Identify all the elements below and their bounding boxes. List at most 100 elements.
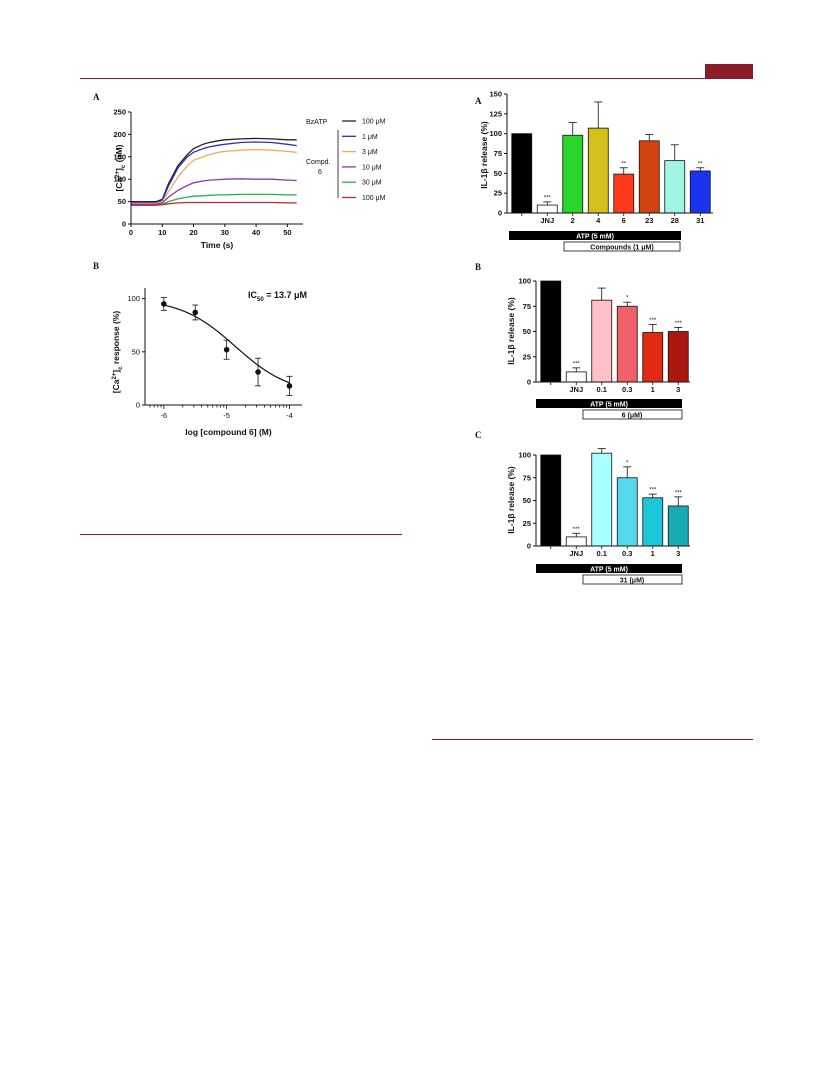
compound-bar-b <box>582 409 683 420</box>
y-tick-label: 75 <box>494 149 502 158</box>
bar <box>587 101 609 214</box>
y-tick-label: 25 <box>523 519 531 528</box>
x-axis-label: log [compound 6] (M) <box>185 427 272 437</box>
x-tick-label: -4 <box>286 411 293 420</box>
left-column-rule <box>80 534 402 535</box>
y-axis-label-c: IL-1β release (%) <box>506 466 516 534</box>
y-tick-label: 150 <box>113 152 126 161</box>
bar <box>667 496 689 547</box>
data-point <box>286 375 293 396</box>
x-tick-label: 20 <box>189 228 197 237</box>
bar <box>511 133 533 214</box>
y-axis-label-b: IL-1β release (%) <box>506 297 516 365</box>
y-tick-label: 200 <box>113 130 126 139</box>
bar <box>613 167 635 214</box>
significance-label: *** <box>573 527 581 533</box>
bar <box>616 301 638 383</box>
x-tick-label: 6 <box>622 216 626 225</box>
y-tick-label: 50 <box>118 197 126 206</box>
bar <box>642 324 664 383</box>
significance-label: *** <box>675 321 683 327</box>
header-rule <box>80 78 753 79</box>
series-line-5 <box>131 201 297 206</box>
x-tick-label: 3 <box>676 549 680 558</box>
ic50-annotation: IC50 = 13.7 μM <box>248 290 307 303</box>
panel-a-label: A <box>93 92 100 102</box>
y-tick-label: 50 <box>523 327 531 336</box>
y-tick-label: 0 <box>122 220 126 229</box>
legend-entry-5: 100 μM <box>362 195 386 202</box>
y-tick-label: 100 <box>489 129 502 138</box>
significance-label: * <box>626 460 629 466</box>
x-tick-label: -6 <box>161 411 168 420</box>
y-tick-label: 125 <box>489 109 502 118</box>
compound-bar-c-label: 31 (μM) <box>620 578 645 585</box>
x-axis-label: Time (s) <box>201 240 234 250</box>
x-tick-label: 0 <box>129 228 133 237</box>
right-column-rule <box>432 739 753 740</box>
x-tick-label: 0.3 <box>622 385 632 394</box>
legend: BzATP Compd. 6 100 μM 1 μM 3 μM 10 μM 30 μM 1… <box>306 119 386 203</box>
significance-label: *** <box>544 195 552 201</box>
bar <box>638 134 660 214</box>
x-tick-label: 30 <box>221 228 229 237</box>
atp-bar-c-label: ATP (5 mM) <box>590 567 628 574</box>
data-point <box>223 339 230 360</box>
bar <box>562 122 584 214</box>
y-tick-label: 25 <box>523 352 531 361</box>
y-axis-label-a: IL-1β release (%) <box>479 121 489 189</box>
y-tick-label: 100 <box>518 277 531 286</box>
series-line-4 <box>131 193 297 206</box>
atp-bar-b <box>536 399 682 408</box>
x-tick-label: 40 <box>252 228 260 237</box>
x-tick-label: 1 <box>651 549 655 558</box>
legend-agonist-label: BzATP <box>306 119 328 126</box>
significance-label: *** <box>649 318 657 324</box>
panel-b-label: B <box>93 261 99 271</box>
y-tick-label: 0 <box>527 542 531 551</box>
legend-entry-3: 10 μM <box>362 164 382 171</box>
x-tick-label: 0.1 <box>597 549 607 558</box>
atp-bar-b-label: ATP (5 mM) <box>590 402 628 409</box>
significance-label: *** <box>573 361 581 367</box>
data-point <box>160 297 167 311</box>
y-axis-label: [Ca2+]c response (%) <box>111 311 124 394</box>
y-tick-label: 0 <box>136 401 140 410</box>
significance-label: *** <box>675 490 683 496</box>
x-tick-label: 50 <box>283 228 291 237</box>
right-panel-a-label: A <box>475 96 482 106</box>
x-tick-label: -5 <box>223 411 230 420</box>
y-tick-label: 0 <box>498 209 502 218</box>
x-tick-label: 0.3 <box>622 549 632 558</box>
bar <box>591 287 613 383</box>
y-tick-label: 150 <box>489 90 502 99</box>
atp-bar-c <box>536 564 682 573</box>
legend-compound-number: 6 <box>318 169 322 176</box>
data-point <box>192 304 199 321</box>
x-tick-label: 10 <box>158 228 166 237</box>
y-tick-label: 75 <box>523 473 531 482</box>
series-line-3 <box>131 178 297 205</box>
x-tick-label: 31 <box>696 216 704 225</box>
x-tick-label: 3 <box>676 385 680 394</box>
bar <box>536 201 558 214</box>
atp-bar-a-label: ATP (5 mM) <box>576 234 614 241</box>
legend-entry-1: 1 μM <box>362 134 378 141</box>
significance-label: * <box>626 296 629 302</box>
bar <box>591 448 613 547</box>
y-tick-label: 25 <box>494 189 502 198</box>
bar <box>667 327 689 383</box>
legend-entry-4: 30 μM <box>362 180 382 187</box>
compounds-bar-a <box>563 241 681 252</box>
right-panel-c-label: C <box>475 430 482 440</box>
y-tick-label: 50 <box>523 496 531 505</box>
atp-bar-a <box>509 231 681 240</box>
legend-compound-label: Compd. <box>306 159 331 166</box>
bar <box>540 454 562 547</box>
y-tick-label: 250 <box>113 108 126 117</box>
fit-curve <box>163 304 290 384</box>
data-point <box>255 357 262 387</box>
